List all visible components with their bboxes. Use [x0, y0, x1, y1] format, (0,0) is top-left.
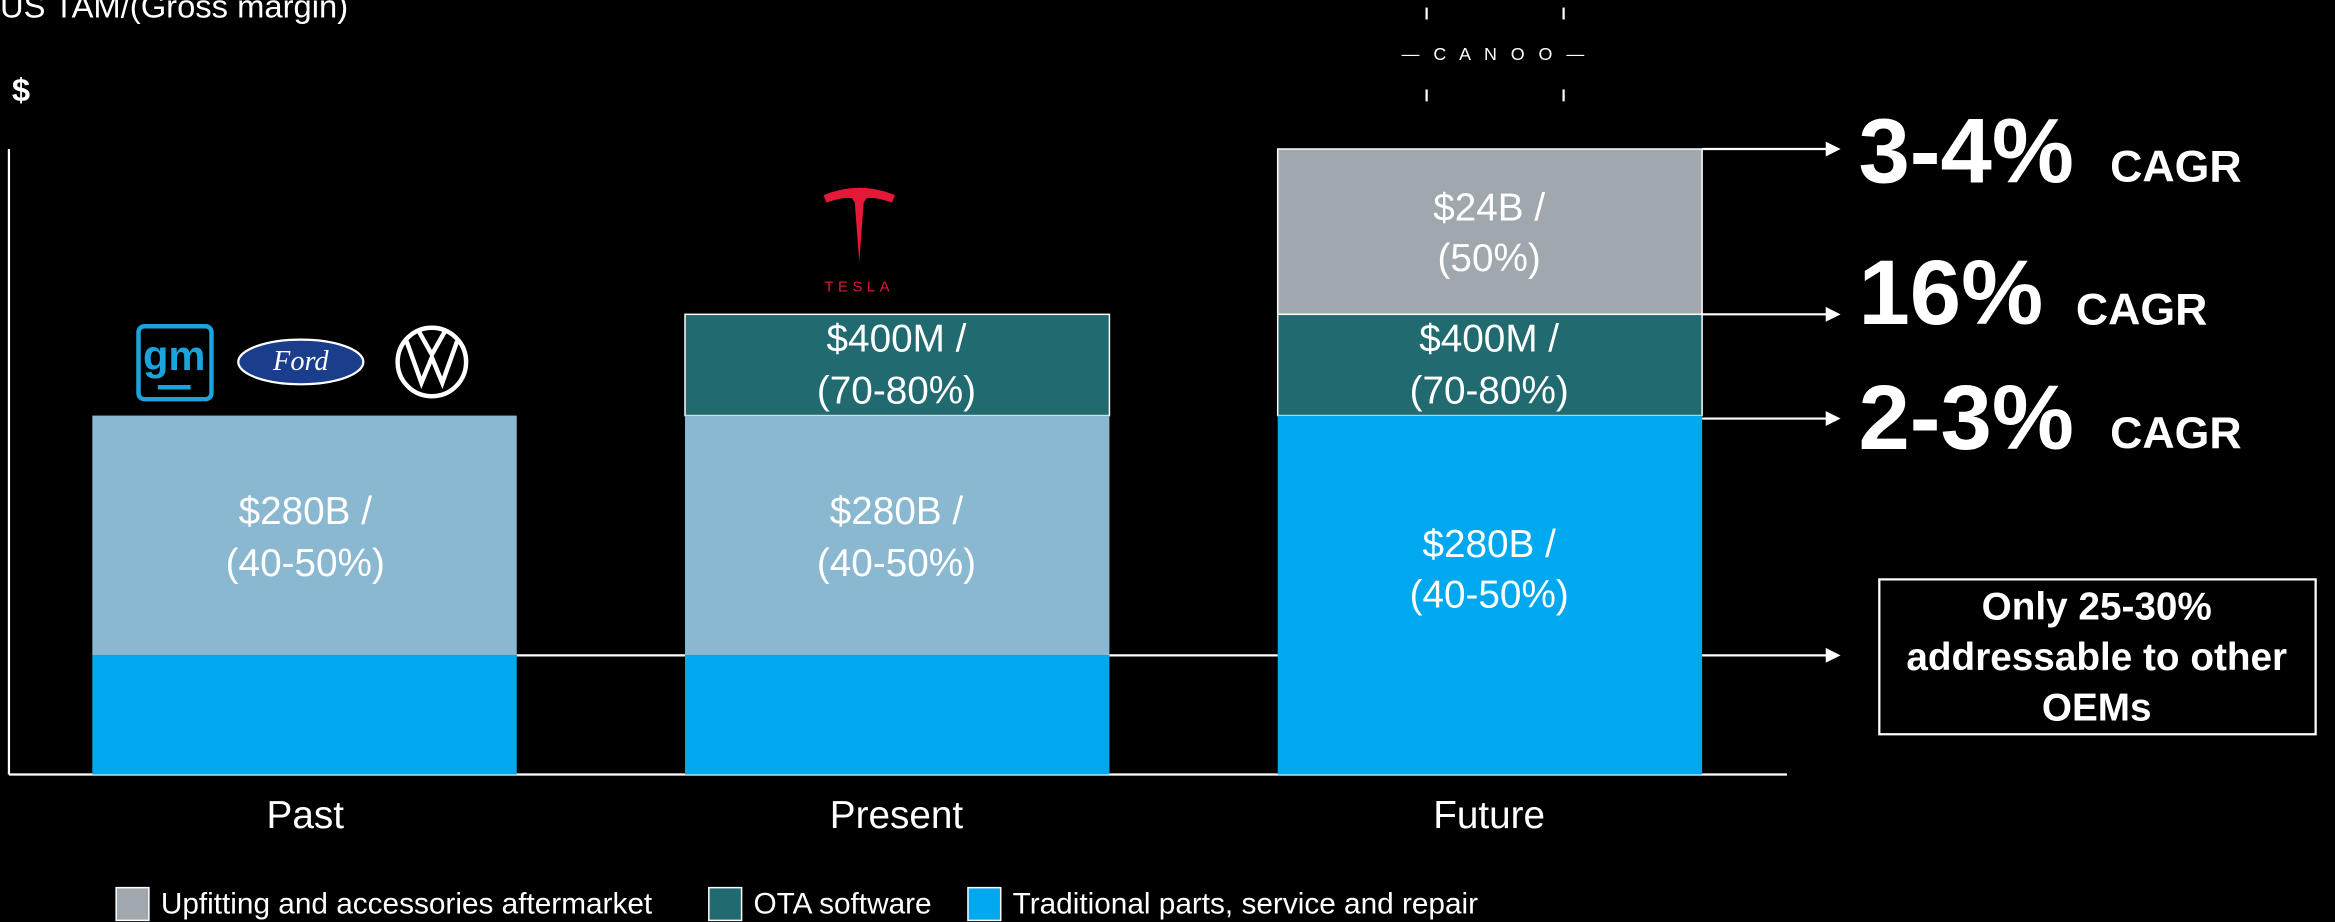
growth-suffix: CAGR [2110, 143, 2241, 192]
ford-logo [237, 338, 365, 386]
segment-label: (70-80%) [817, 369, 976, 412]
segment-label: (40-50%) [226, 542, 385, 585]
gm-logo [136, 323, 214, 402]
tesla-logo [823, 187, 895, 263]
legend-label: Upfitting and accessories aftermarket [161, 887, 653, 920]
bar-segment [92, 655, 517, 775]
note: addressable to other [1906, 636, 2287, 679]
bar-segment [1276, 148, 1703, 316]
legend-swatch [708, 886, 743, 922]
bar-segment [684, 313, 1111, 417]
note: Only 25-30% [1982, 585, 2212, 628]
segment-label: (40-50%) [1410, 573, 1569, 616]
bar-segment [685, 655, 1110, 775]
arrows [1702, 141, 1841, 663]
bar-segment [685, 415, 1110, 656]
segment-label: (70-80%) [1410, 369, 1569, 412]
canoo-logo [1425, 7, 1565, 102]
growth-suffix: CAGR [2076, 286, 2207, 335]
segment-label: $280B / [239, 490, 373, 533]
category-label: Future [1433, 794, 1545, 837]
ford-logo-text: Ford [272, 346, 329, 377]
category-label: Past [267, 794, 345, 837]
note: OEMs [2042, 687, 2152, 730]
vw-logo [395, 325, 469, 399]
title: US TAM/(Gross margin) [0, 0, 348, 25]
segment-label: $280B / [1422, 523, 1556, 566]
segment-label: $24B / [1433, 186, 1545, 229]
legend-swatch [967, 886, 1002, 922]
segment-label: $280B / [830, 490, 964, 533]
legend-label: Traditional parts, service and repair [1013, 887, 1479, 920]
growth-rate: 2-3% [1858, 365, 2074, 469]
legend-label: OTA software [754, 887, 932, 920]
note-box [1878, 578, 2317, 736]
bar-segment [1277, 415, 1703, 775]
canoo-logo-text: — C A N O O — [1402, 44, 1589, 64]
bar-segment [1276, 313, 1703, 417]
segment-label: $400M / [1419, 317, 1559, 360]
category-label: Present [830, 794, 964, 837]
growth-rate: 3-4% [1858, 98, 2074, 202]
unit: $ [12, 71, 30, 108]
tesla-logo-text: TESLA [825, 279, 894, 295]
bar-segment [92, 415, 517, 656]
legend-swatch [115, 886, 150, 922]
segment-label: (40-50%) [817, 542, 976, 585]
growth-rate: 16% [1858, 240, 2043, 344]
gm-logo-text: gm [143, 332, 206, 379]
growth-suffix: CAGR [2110, 409, 2241, 458]
segment-label: $400M / [827, 317, 967, 360]
segment-label: (50%) [1438, 237, 1541, 280]
